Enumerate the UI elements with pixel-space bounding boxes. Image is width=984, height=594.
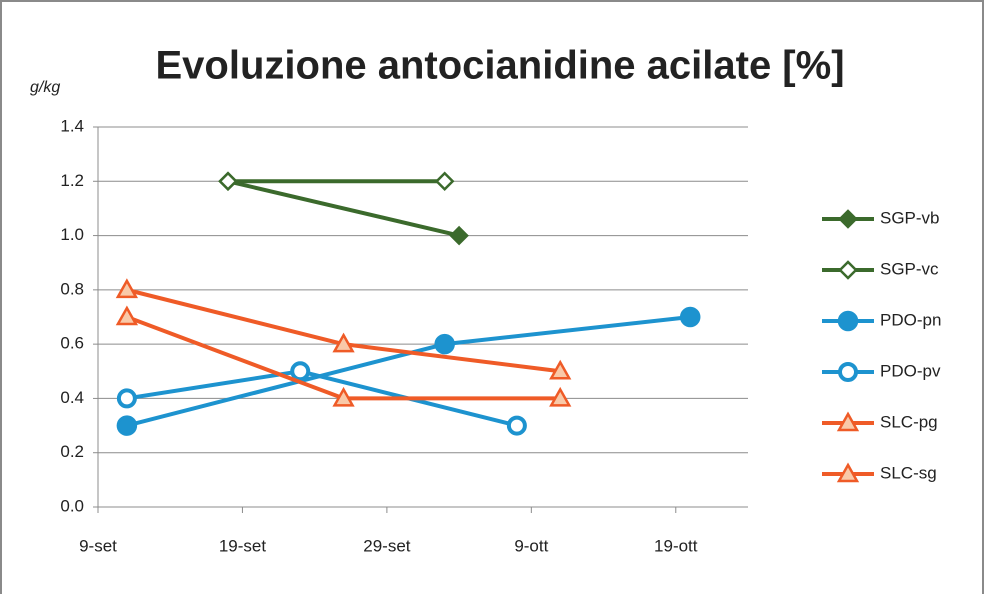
data-point [679,306,701,328]
series-line [227,179,460,238]
legend-label: SLC-sg [880,463,937,482]
y-tick-label: 1.4 [60,116,84,135]
x-tick-label: 19-set [219,536,267,555]
x-tick-label: 9-ott [514,536,548,555]
y-axis-label: g/kg [30,79,60,96]
x-tick-label: 19-ott [654,536,698,555]
y-tick-label: 1.0 [60,225,84,244]
legend-label: SGP-vb [880,208,940,227]
legend-label: PDO-pv [880,361,941,380]
legend-marker [838,209,858,229]
data-point [115,305,139,326]
legend-marker [836,411,860,432]
data-point [449,225,469,246]
x-tick-label: 9-set [79,536,117,555]
y-tick-label: 0.2 [60,442,84,461]
data-point [290,361,311,382]
data-point [116,415,138,436]
legend-label: PDO-pn [880,310,941,329]
data-point [332,332,355,353]
chart-title: Evoluzione antocianidine acilate [%] [155,44,844,88]
y-tick-label: 0.4 [60,388,84,407]
legend-marker [838,260,858,280]
data-point [218,171,238,192]
legend-marker [837,310,859,332]
x-tick-label: 29-set [363,536,411,555]
data-point [506,415,527,436]
y-tick-label: 0.8 [60,279,84,298]
data-point [434,171,455,192]
data-point [549,359,572,380]
y-tick-label: 0.6 [60,334,84,353]
legend-marker [836,462,860,483]
data-point [332,386,355,407]
legend-label: SLC-pg [880,412,938,431]
legend-label: SGP-vc [880,259,939,278]
data-point [115,278,139,299]
data-point [434,333,455,355]
data-point [549,386,572,407]
y-tick-label: 1.2 [60,171,84,190]
legend-marker [838,362,858,382]
y-tick-label: 0.0 [60,496,84,515]
data-point [116,388,137,409]
